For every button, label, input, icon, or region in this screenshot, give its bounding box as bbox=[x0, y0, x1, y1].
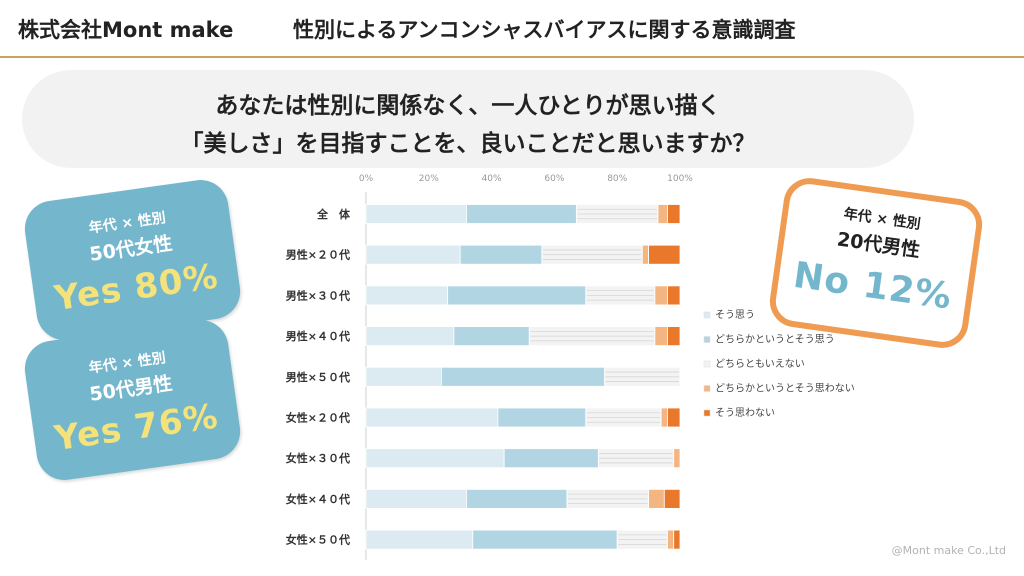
bar-segment bbox=[365, 407, 499, 428]
legend-label: どちらかというとそう思わない bbox=[715, 383, 855, 395]
question-line-1: あなたは性別に関係なく、一人ひとりが思い描く bbox=[215, 93, 721, 119]
x-tick-label: 100% bbox=[667, 174, 693, 184]
legend-label: そう思わない bbox=[715, 407, 775, 419]
bar-segment bbox=[660, 407, 668, 428]
bar-segment bbox=[657, 204, 668, 224]
x-tick-label: 80% bbox=[607, 174, 627, 184]
legend-swatch bbox=[703, 336, 711, 343]
bar-segment bbox=[466, 204, 577, 224]
bar-segment bbox=[365, 204, 467, 224]
page-title: 性別によるアンコンシャスバイアスに関する意識調査 bbox=[293, 18, 796, 42]
bar-segment bbox=[667, 204, 681, 224]
bar-segment bbox=[503, 448, 599, 469]
bar-segment bbox=[365, 366, 442, 387]
category-label: 男性×２０代 bbox=[286, 248, 350, 262]
bar-segment bbox=[673, 529, 681, 550]
x-tick-label: 20% bbox=[419, 174, 439, 184]
bar-segment bbox=[667, 529, 675, 550]
bar-segment bbox=[459, 244, 543, 265]
question-line-2: 「美しさ」を目指すことを、良いことだと思いますか？ bbox=[180, 131, 756, 157]
category-label: 女性×３０代 bbox=[286, 451, 350, 465]
company-name: 株式会社Mont make bbox=[18, 18, 234, 42]
bar-segment bbox=[654, 326, 668, 347]
legend-swatch bbox=[703, 360, 711, 368]
bar-segment bbox=[365, 244, 461, 265]
bar-segment bbox=[365, 488, 467, 509]
x-tick-label: 60% bbox=[544, 174, 564, 184]
bar-segment bbox=[447, 285, 587, 306]
bar-segment bbox=[648, 488, 665, 509]
bar-segment bbox=[466, 488, 568, 509]
bar-segment bbox=[365, 448, 505, 469]
header-divider bbox=[0, 56, 1024, 58]
bar-segment bbox=[654, 285, 668, 306]
bar-segment bbox=[663, 488, 681, 509]
category-label: 女性×４０代 bbox=[286, 492, 350, 506]
legend-label: どちらともいえない bbox=[715, 358, 805, 370]
category-label: 男性×５０代 bbox=[286, 370, 350, 384]
copyright-footer: @Mont make Co.,Ltd bbox=[891, 544, 1006, 557]
question-box: あなたは性別に関係なく、一人ひとりが思い描く 「美しさ」を目指すことを、良いこと… bbox=[22, 70, 914, 168]
category-label: 男性×４０代 bbox=[286, 329, 350, 343]
legend-label: そう思う bbox=[715, 309, 755, 321]
category-label: 女性×２０代 bbox=[286, 411, 350, 425]
bar-segment bbox=[365, 326, 455, 347]
legend-swatch bbox=[703, 385, 711, 392]
bar-segment bbox=[641, 244, 650, 265]
legend-swatch bbox=[703, 311, 711, 319]
legend-label: どちらかというとそう思う bbox=[715, 334, 835, 346]
bar-segment bbox=[365, 529, 474, 550]
header: 株式会社Mont make 性別によるアンコンシャスバイアスに関する意識調査 bbox=[0, 0, 1024, 58]
bar-segment bbox=[365, 285, 449, 306]
bar-segment bbox=[667, 407, 681, 428]
x-tick-label: 0% bbox=[359, 174, 374, 184]
x-tick-label: 40% bbox=[482, 174, 502, 184]
bar-segment bbox=[673, 448, 681, 469]
category-label: 男性×３０代 bbox=[286, 288, 350, 302]
legend-swatch bbox=[703, 409, 711, 417]
bar-segment bbox=[453, 326, 530, 347]
category-label: 女性×５０代 bbox=[286, 533, 350, 547]
bar-segment bbox=[440, 366, 606, 387]
category-label: 全 体 bbox=[316, 207, 351, 221]
bar-segment bbox=[648, 244, 681, 265]
bar-segment bbox=[497, 407, 587, 428]
bar-segment bbox=[667, 285, 681, 306]
bar-segment bbox=[667, 326, 681, 347]
bar-segment bbox=[472, 529, 618, 550]
